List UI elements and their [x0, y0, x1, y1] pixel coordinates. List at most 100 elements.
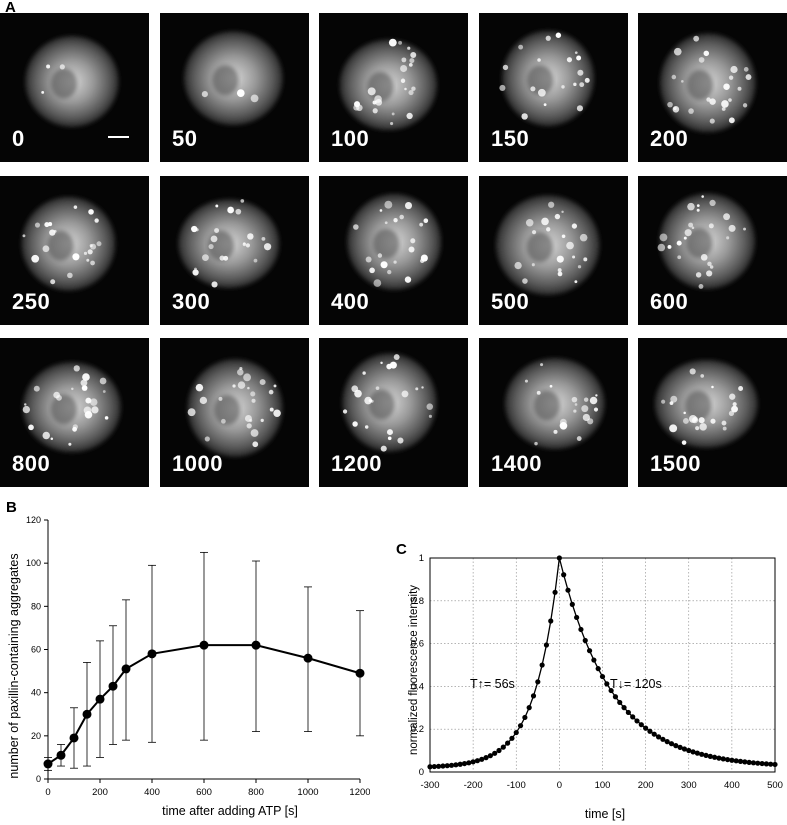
micrograph-tile: 150 — [479, 13, 628, 162]
data-point — [690, 749, 696, 755]
cell-image — [342, 353, 437, 452]
data-point — [755, 760, 761, 766]
data-point — [681, 746, 688, 752]
data-point — [608, 687, 614, 694]
data-point — [474, 758, 481, 764]
data-point — [643, 725, 649, 731]
scale-bar — [108, 136, 129, 138]
cell-image — [660, 33, 756, 133]
micrograph-tile: 1500 — [638, 338, 787, 487]
data-point — [483, 755, 489, 761]
data-point — [660, 736, 666, 742]
data-point — [677, 744, 683, 750]
data-point — [513, 729, 519, 736]
data-point — [634, 718, 640, 724]
chart-b-ylabel: number of paxillin-containing aggregates — [7, 553, 21, 778]
data-point — [517, 723, 524, 729]
data-point — [578, 626, 584, 633]
data-point — [543, 642, 550, 648]
data-point — [595, 666, 601, 672]
data-point — [444, 763, 450, 769]
x-tick-label: -100 — [507, 780, 526, 791]
data-point — [436, 763, 442, 769]
data-point — [509, 735, 515, 741]
chart-c-xlabel: time [s] — [585, 807, 625, 821]
data-point — [729, 757, 735, 763]
time-label: 250 — [12, 289, 51, 314]
data-point — [586, 648, 593, 654]
cell-image — [187, 359, 283, 457]
micrograph-tile: 100 — [319, 13, 468, 162]
data-point — [604, 681, 610, 687]
cell-image — [504, 357, 605, 450]
data-point — [487, 753, 493, 759]
data-point — [43, 759, 53, 769]
panel-c-label: C — [396, 541, 407, 558]
data-point — [199, 640, 209, 650]
data-point — [82, 709, 92, 719]
data-point — [647, 728, 653, 734]
micrograph-tile: 200 — [638, 13, 787, 162]
data-point — [69, 733, 79, 743]
x-tick-label: 500 — [767, 780, 783, 791]
chart-c: 0 0.2 0.4 0.6 0.8 1 -300 -200 -100 0 100 200 300 400 5… — [408, 553, 783, 821]
x-tick-label: 800 — [248, 787, 264, 798]
x-tick-label: 1000 — [297, 787, 318, 798]
data-point — [768, 761, 774, 767]
data-point — [733, 758, 739, 764]
data-point — [561, 572, 567, 578]
y-tick-label: 0 — [36, 774, 41, 784]
x-tick-label: 600 — [196, 787, 212, 798]
chart-c-annotation-decay: T↓= 120s — [610, 677, 662, 691]
data-point — [742, 759, 748, 765]
data-point — [569, 601, 575, 607]
micrograph-tile: 400 — [319, 176, 468, 325]
data-point — [431, 763, 437, 770]
data-point — [724, 756, 731, 763]
data-point — [95, 694, 105, 704]
data-point — [108, 681, 118, 691]
data-point — [737, 758, 744, 764]
time-label: 1500 — [650, 451, 701, 476]
x-tick-label: 0 — [45, 787, 50, 798]
cell-image — [495, 195, 600, 295]
cell-image — [657, 193, 756, 289]
x-tick-label: 0 — [557, 780, 562, 791]
cell-image — [25, 36, 119, 127]
y-tick-label: 0.8 — [411, 596, 424, 607]
y-tick-label: 100 — [26, 558, 41, 568]
y-tick-label: 0.6 — [411, 639, 424, 650]
panel-b-label: B — [6, 499, 17, 516]
data-point — [664, 739, 670, 745]
data-point — [556, 555, 562, 561]
time-label: 1000 — [172, 451, 223, 476]
x-tick-label: 1200 — [349, 787, 370, 798]
chart-b-series — [43, 640, 365, 769]
data-point — [638, 722, 644, 728]
data-point — [617, 699, 623, 706]
data-point — [673, 743, 679, 749]
data-point — [500, 744, 506, 750]
chart-b-xlabel: time after adding ATP [s] — [162, 804, 298, 818]
micrograph-tile: 600 — [638, 176, 787, 325]
micrograph-tile: 800 — [0, 338, 149, 487]
data-point — [466, 760, 472, 766]
data-point — [621, 705, 627, 711]
data-point — [720, 756, 726, 762]
data-point — [539, 662, 545, 668]
data-point — [694, 750, 700, 756]
chart-c-grid — [429, 557, 776, 773]
time-label: 0 — [12, 126, 25, 151]
y-tick-label: 20 — [31, 731, 41, 741]
data-point — [582, 637, 588, 644]
micrograph-grid: 0 50 100 150 200 250 300 400 500 600 800 1000 1200 14… — [0, 13, 787, 493]
cell-image — [22, 362, 121, 453]
data-point — [759, 760, 765, 767]
data-point — [548, 618, 554, 624]
time-label: 800 — [12, 451, 51, 476]
data-point — [530, 693, 537, 699]
chart-c-series — [427, 555, 778, 770]
y-tick-label: 120 — [26, 515, 41, 525]
time-label: 100 — [331, 126, 370, 151]
time-label: 200 — [650, 126, 689, 151]
